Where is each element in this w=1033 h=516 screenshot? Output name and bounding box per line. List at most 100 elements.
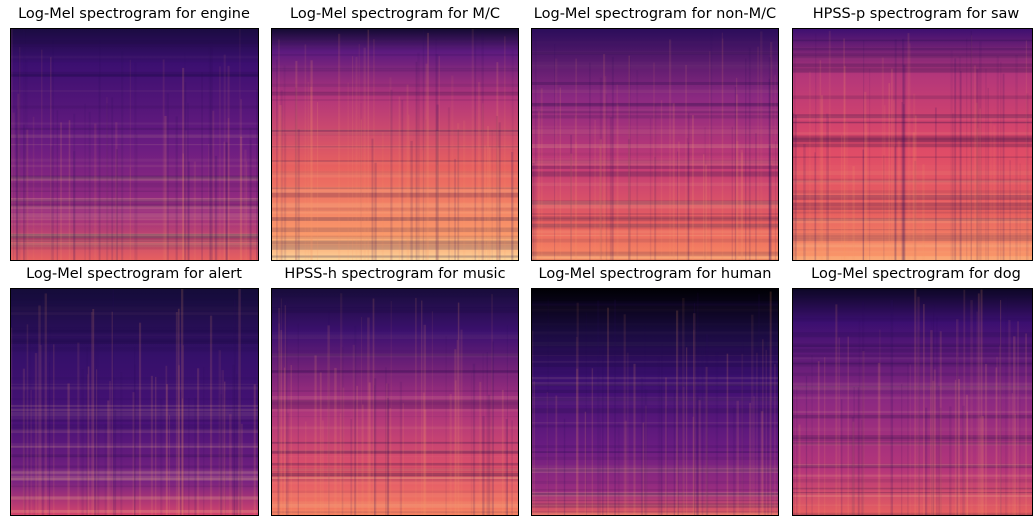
- band: [792, 343, 1033, 347]
- streak: [538, 111, 540, 261]
- band: [10, 409, 259, 412]
- streak: [888, 83, 891, 261]
- streak: [1025, 333, 1027, 516]
- streak: [698, 400, 701, 516]
- streak: [996, 356, 998, 516]
- streak: [949, 406, 952, 516]
- streak: [760, 31, 763, 261]
- streak: [477, 82, 481, 261]
- streak: [914, 288, 917, 516]
- streak: [436, 130, 439, 261]
- band: [271, 146, 519, 148]
- streak: [918, 330, 920, 516]
- band: [10, 293, 259, 298]
- streak: [835, 304, 838, 516]
- band: [531, 223, 779, 227]
- band: [792, 178, 1033, 183]
- streak: [390, 301, 392, 516]
- streak: [435, 53, 439, 261]
- band: [10, 477, 259, 481]
- streak: [458, 390, 460, 516]
- streak: [607, 307, 610, 516]
- streak: [532, 163, 535, 261]
- band: [792, 492, 1033, 494]
- band: [792, 202, 1033, 207]
- band: [792, 465, 1033, 469]
- streak: [693, 303, 696, 516]
- streak: [862, 350, 865, 516]
- streak: [454, 380, 457, 516]
- streak: [482, 103, 484, 261]
- band: [271, 390, 519, 392]
- streak: [114, 410, 117, 516]
- streak: [1008, 320, 1011, 516]
- band: [10, 342, 259, 344]
- spectrogram: [792, 28, 1033, 261]
- streak: [793, 389, 795, 516]
- streak: [26, 324, 29, 516]
- streak: [390, 89, 393, 261]
- streak: [472, 363, 476, 516]
- streak: [449, 394, 452, 516]
- band: [271, 404, 519, 409]
- streak: [371, 138, 374, 261]
- band: [792, 463, 1033, 466]
- streak: [23, 391, 26, 516]
- streak: [576, 302, 579, 516]
- band: [271, 292, 519, 297]
- streak: [999, 345, 1001, 516]
- streak: [611, 56, 614, 261]
- streak: [891, 68, 893, 261]
- streak: [977, 293, 980, 516]
- streak: [15, 108, 19, 261]
- streak: [930, 330, 933, 516]
- streak: [482, 416, 485, 516]
- band: [10, 408, 259, 412]
- band: [271, 493, 519, 498]
- streak: [623, 314, 626, 516]
- streak: [305, 421, 307, 516]
- spectrogram-base: [271, 28, 519, 261]
- spectrogram-base: [792, 28, 1033, 261]
- streak: [491, 341, 494, 516]
- streak: [654, 103, 657, 261]
- streak: [181, 398, 184, 516]
- streak: [756, 352, 758, 516]
- band: [792, 237, 1033, 242]
- streak: [26, 129, 29, 261]
- band: [10, 454, 259, 458]
- streak: [246, 161, 248, 261]
- panel-title: HPSS-p spectrogram for saw: [812, 6, 1020, 22]
- streak: [304, 44, 307, 261]
- streak: [857, 387, 860, 516]
- streak: [41, 49, 43, 261]
- streak: [903, 64, 906, 261]
- streak: [626, 352, 629, 516]
- streak: [563, 418, 566, 516]
- spectrogram: [271, 288, 519, 516]
- streak: [201, 72, 203, 261]
- streak: [599, 139, 603, 261]
- streak: [307, 81, 310, 261]
- streak: [847, 336, 849, 516]
- streak: [491, 130, 493, 261]
- streak: [863, 40, 865, 261]
- streak: [966, 38, 968, 261]
- streak: [112, 289, 114, 516]
- streak: [862, 301, 865, 516]
- band: [792, 137, 1033, 142]
- band: [792, 135, 1033, 141]
- band: [10, 45, 259, 47]
- streak: [826, 113, 829, 261]
- streak: [183, 379, 185, 516]
- streak: [844, 65, 846, 261]
- streak: [767, 350, 769, 516]
- band: [531, 129, 779, 134]
- streak: [962, 405, 965, 516]
- band: [271, 256, 519, 261]
- streak: [715, 352, 719, 516]
- band: [531, 102, 779, 107]
- streak: [134, 62, 137, 261]
- band: [792, 299, 1033, 303]
